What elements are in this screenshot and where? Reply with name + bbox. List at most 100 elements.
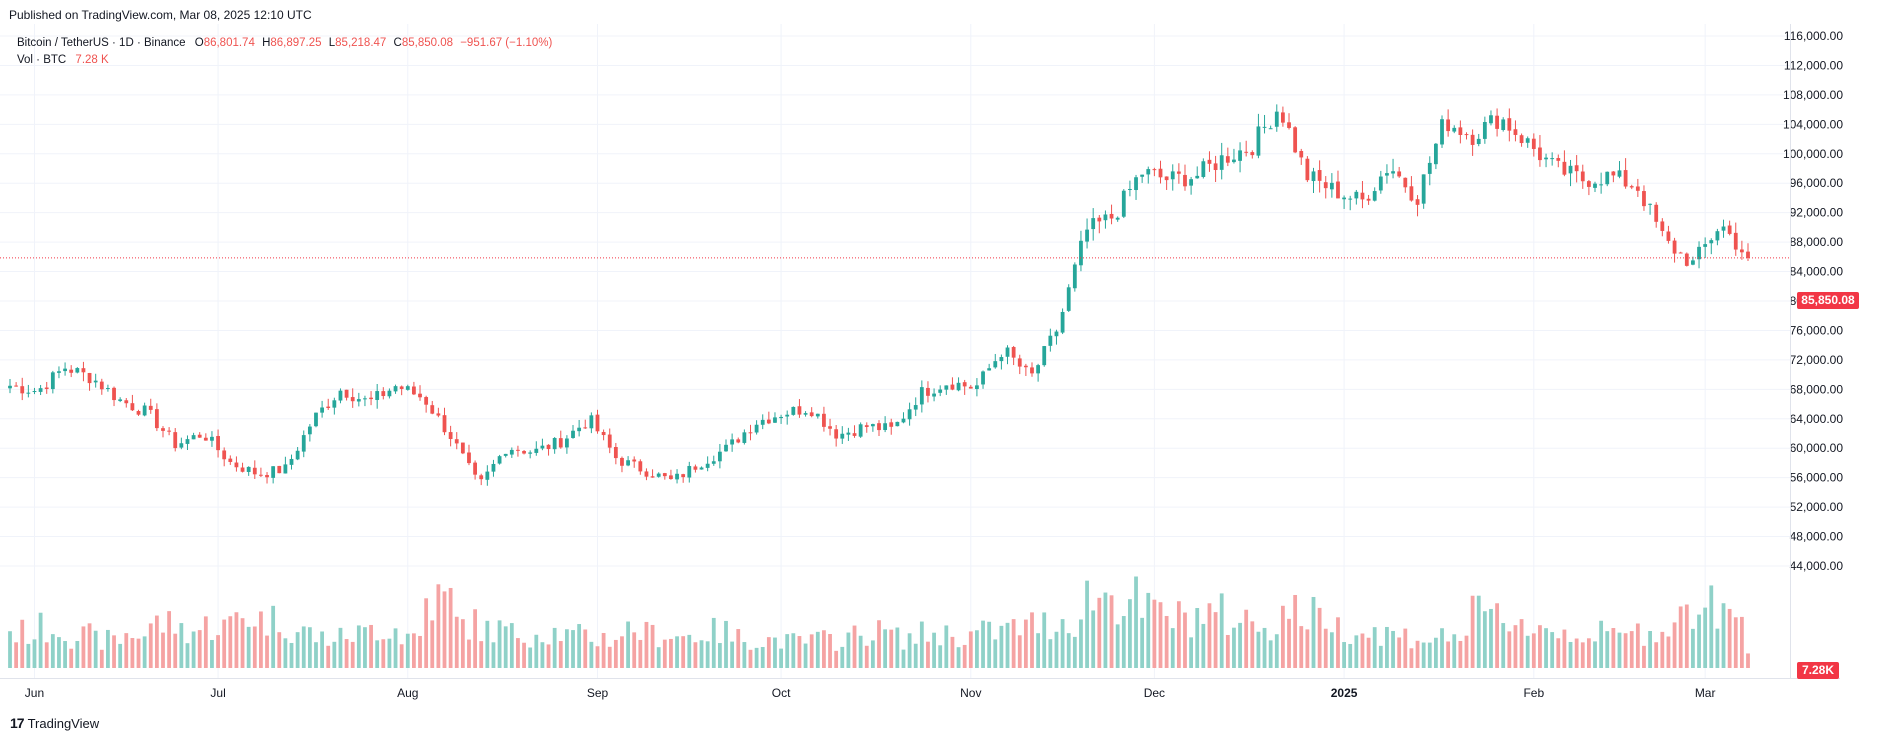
volume-bar (1544, 628, 1548, 668)
volume-bar (1262, 627, 1267, 668)
candle-body (1262, 126, 1267, 128)
candle-body (1464, 134, 1469, 136)
low-label: L (328, 37, 336, 49)
candle-body (210, 436, 214, 441)
candle-body (742, 432, 747, 443)
candle-body (314, 412, 318, 427)
candle-body (864, 425, 869, 427)
time-axis[interactable]: Jun Jul Aug Sep Oct Nov Dec 2025 Feb Mar (25, 686, 1716, 700)
candle-body (295, 450, 300, 460)
low-value: 85,218.47 (335, 37, 387, 49)
volume-label[interactable]: Vol · BTC (17, 54, 67, 66)
volume-bar (1189, 637, 1194, 668)
volume-bar (26, 643, 31, 668)
candle-body (1079, 240, 1083, 266)
volume-bar (877, 620, 881, 668)
volume-bar (1048, 639, 1053, 668)
volume-bar (1586, 638, 1591, 668)
price-tick-label: 76,000.00 (1790, 323, 1844, 337)
volume-bar (1121, 616, 1126, 668)
candle-body (289, 458, 294, 465)
change-value: −951.67 (−1.10%) (460, 37, 553, 49)
symbol-label[interactable]: Bitcoin / TetherUS · 1D · Binance (17, 37, 186, 49)
candle-body (1030, 367, 1034, 374)
volume-bar (1158, 602, 1163, 668)
candle-body (1709, 240, 1714, 244)
candle-body (1482, 122, 1487, 139)
close-value: 85,850.08 (401, 37, 454, 49)
volume-bar (344, 639, 349, 668)
candle-body (1427, 162, 1432, 174)
candle-body (1739, 249, 1744, 253)
candle-body (840, 433, 845, 439)
candle-body (473, 462, 477, 475)
candle-body (601, 431, 606, 436)
candle-body (901, 418, 906, 423)
candle-body (516, 449, 520, 451)
candle-body (877, 423, 881, 431)
volume-bar (1195, 607, 1200, 668)
candle-body (130, 403, 135, 411)
candle-body (1415, 199, 1420, 205)
volume-bar (369, 624, 373, 668)
chart-grid (0, 24, 1790, 678)
candle-body (540, 445, 545, 449)
candle-body (369, 397, 373, 400)
volume-bar (63, 641, 67, 668)
candle-body (870, 424, 875, 427)
candle-body (1189, 179, 1194, 186)
candle-body (1599, 184, 1604, 186)
candle-body (1691, 260, 1695, 265)
volume-bar (809, 634, 814, 668)
candle-body (1501, 119, 1506, 130)
candle-body (356, 399, 361, 402)
candle-body (1232, 159, 1236, 163)
volume-bar (1617, 632, 1622, 668)
candle-body (399, 386, 404, 389)
candle-body (699, 467, 704, 470)
candle-body (1378, 176, 1383, 191)
candle-body (1268, 128, 1273, 130)
volume-bar (1311, 596, 1316, 668)
candle-body (632, 459, 637, 462)
volume-bar (1470, 595, 1475, 668)
volume-bar (803, 643, 808, 668)
volume-bar (1256, 631, 1261, 668)
candle-body (14, 385, 19, 387)
candle-body (375, 391, 380, 400)
candle-body (8, 385, 12, 389)
volume-bar (1342, 642, 1346, 668)
volume-bar (314, 642, 318, 668)
volume-bar (724, 620, 728, 668)
candle-body (607, 434, 612, 448)
volume-bar (130, 638, 135, 668)
candle-body (161, 428, 165, 431)
volume-bar (638, 639, 643, 668)
volume-bar (858, 635, 863, 668)
candle-body (852, 433, 857, 436)
candle-body (571, 430, 575, 438)
candle-body (228, 458, 233, 462)
volume-bar (173, 633, 178, 668)
candle-body (975, 385, 979, 390)
volume-bar (1079, 619, 1083, 668)
candle-body (1354, 191, 1359, 199)
volume-bar (1176, 601, 1181, 668)
candle-body (1403, 177, 1408, 188)
volume-bar (197, 630, 202, 668)
candle-body (1586, 181, 1591, 187)
volume-bar (8, 631, 12, 668)
tradingview-footer[interactable]: 17 TradingView (10, 715, 99, 731)
volume-bar (1739, 616, 1744, 668)
candle-body (595, 414, 600, 432)
volume-bar (1250, 621, 1255, 668)
candle-body (1048, 335, 1053, 346)
volume-bar (1476, 595, 1481, 668)
candle-body (1538, 147, 1542, 161)
volume-bar (626, 621, 630, 668)
price-chart[interactable]: 116,000.00 112,000.00 108,000.00 104,000.00… (0, 24, 1883, 714)
volume-bar (534, 634, 539, 668)
candle-body (320, 407, 325, 413)
candle-body (1366, 198, 1371, 201)
candle-body (546, 444, 551, 450)
